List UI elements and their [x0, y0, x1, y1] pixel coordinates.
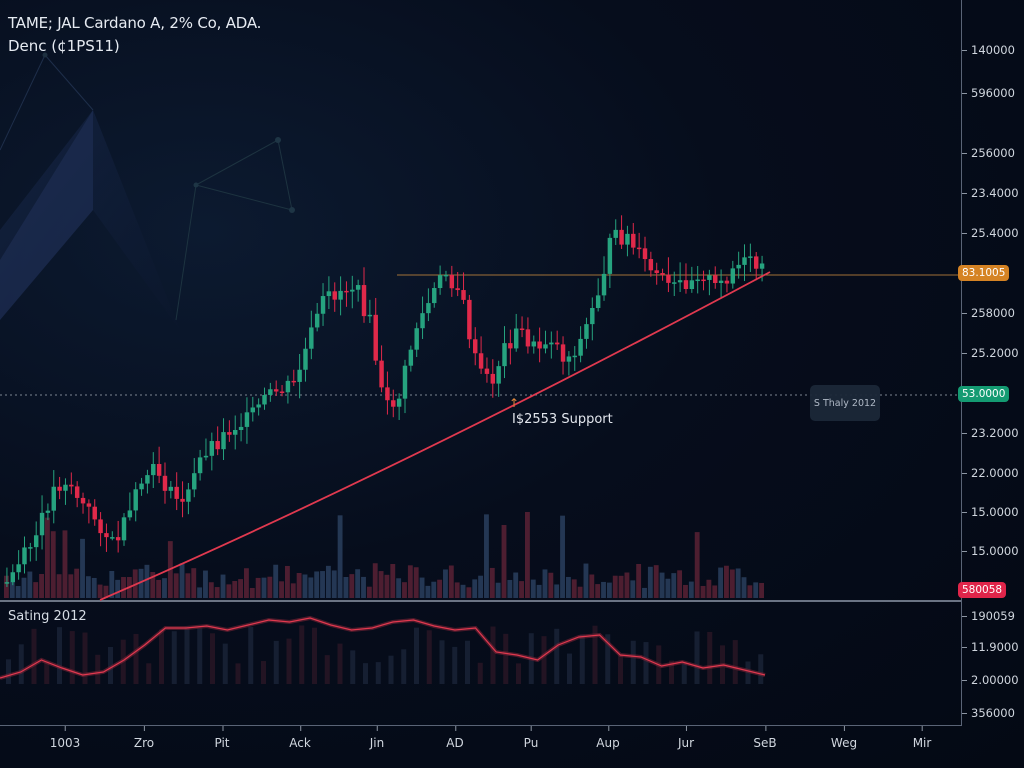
price-tick-label: 258000: [962, 306, 1015, 320]
support-annotation: I$2553 Support: [512, 412, 613, 427]
price-tick-label: 25.2000: [962, 346, 1019, 360]
chart-title: TAME; JAL Cardano A, 2% Co, ADA.: [8, 14, 262, 32]
time-tick-label: Aup: [596, 726, 620, 750]
time-tick-label: SeB: [753, 726, 777, 750]
price-tick-label: 22.0000: [962, 466, 1019, 480]
current-price-badge: 580058: [958, 582, 1007, 598]
time-tick-label: Zro: [133, 726, 155, 750]
price-tick-label: 2.00000: [962, 673, 1019, 687]
price-tick-label: 15.0000: [962, 505, 1019, 519]
price-tick-label: 25.4000: [962, 226, 1019, 240]
oscillator-label: Sating 2012: [8, 609, 87, 624]
candlestick-chart[interactable]: [0, 0, 960, 726]
time-tick-label: Jin: [369, 726, 385, 750]
price-tick-label: 23.2000: [962, 426, 1019, 440]
time-tick-label: Pit: [214, 726, 230, 750]
time-tick-label: 1003: [49, 726, 81, 750]
arrow-up-icon: ↑: [509, 396, 520, 410]
tooltip: S Thaly 2012: [810, 385, 880, 421]
chart-frame: [0, 0, 962, 726]
time-tick-label: Pu: [523, 726, 539, 750]
pane-divider[interactable]: [0, 600, 961, 602]
price-tick-label: 11.9000: [962, 640, 1019, 654]
support-price-badge: 53.0000: [958, 386, 1010, 402]
time-tick-label: Jur: [677, 726, 695, 750]
price-axis[interactable]: 140000 596000 256000 23.4000 25.4000 258000 25…: [962, 0, 1024, 768]
price-tick-label: 356000: [962, 706, 1015, 720]
time-tick-label: Ack: [289, 726, 311, 750]
tooltip-text: S Thaly 2012: [813, 397, 877, 409]
chart-subtitle: Denc (¢1PS11): [8, 37, 120, 55]
time-axis[interactable]: 1003 Zro Pit Ack Jin AD Pu Aup Jur SeB Weg Mir: [0, 726, 962, 768]
time-tick-label: AD: [446, 726, 464, 750]
price-tick-label: 256000: [962, 146, 1015, 160]
resistance-price-badge: 83.1005: [958, 265, 1010, 281]
background-decoration: [0, 52, 295, 330]
price-tick-label: 140000: [962, 43, 1015, 57]
time-tick-label: Mir: [912, 726, 932, 750]
time-tick-label: Weg: [830, 726, 858, 750]
price-tick-label: 596000: [962, 86, 1015, 100]
price-tick-label: 15.0000: [962, 544, 1019, 558]
price-tick-label: 190059: [962, 609, 1015, 623]
price-tick-label: 23.4000: [962, 186, 1019, 200]
